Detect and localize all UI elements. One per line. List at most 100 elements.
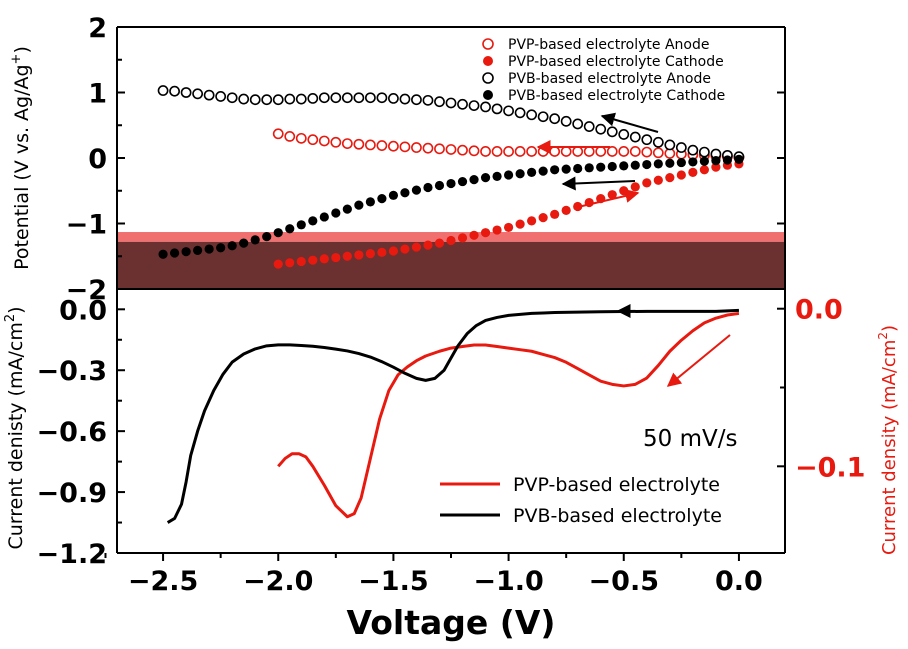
current-y-ticks: 0.0 −0.3 −0.6 −0.9 −1.2 (37, 295, 125, 570)
potential-point-s3-7 (239, 238, 249, 248)
x-tick-label-5: 0.0 (715, 566, 763, 597)
potential-point-s3-18 (365, 197, 375, 207)
potential-point-s0-26 (572, 146, 584, 157)
potential-panel: 2 1 0 −1 −2 PVP-based electrolyte Anode PVP-… (9, 13, 786, 306)
potential-y-tick-label-4: −2 (66, 275, 107, 306)
potential-point-s1-31 (630, 182, 640, 192)
potential-y-ticks: 2 1 0 −1 −2 (66, 13, 785, 306)
potential-point-s0-7 (353, 138, 365, 150)
potential-point-s2-3 (192, 88, 204, 100)
potential-point-s3-20 (388, 190, 399, 200)
potential-point-s3-6 (227, 241, 237, 251)
potential-point-s0-29 (606, 146, 618, 157)
potential-point-s2-40 (618, 129, 630, 140)
potential-point-s3-42 (642, 159, 652, 170)
potential-point-s1-6 (342, 251, 352, 261)
potential-point-s2-15 (330, 92, 342, 104)
potential-point-s2-10 (272, 94, 284, 106)
potential-point-s2-18 (364, 92, 376, 104)
potential-point-s0-22 (526, 146, 538, 157)
legend-label-pvb-cathode: PVB-based electrolyte Cathode (508, 88, 725, 104)
current-y-tick-label-1: −0.3 (37, 356, 107, 387)
potential-point-s1-20 (503, 222, 514, 233)
x-tick-label-3: −1.0 (473, 566, 543, 597)
potential-point-s1-23 (538, 213, 548, 223)
potential-point-s3-33 (538, 166, 548, 176)
potential-point-s1-5 (331, 252, 341, 263)
potential-point-s0-6 (341, 138, 353, 149)
potential-point-s2-36 (572, 118, 584, 130)
scan-rate-annotation: 50 mV/s (643, 426, 737, 452)
potential-point-s3-14 (319, 212, 329, 222)
potential-point-s1-35 (676, 170, 686, 180)
potential-point-s2-12 (295, 93, 307, 105)
potential-point-s0-13 (422, 142, 434, 154)
potential-point-s3-16 (342, 204, 352, 214)
current-y2-label-main: Current density (mA/cm (879, 340, 900, 555)
potential-point-s0-14 (434, 143, 445, 155)
potential-point-s1-2 (296, 256, 306, 267)
scan-arrow-red (666, 334, 731, 387)
current-y2-label: Current density (mA/cm2) (876, 325, 900, 555)
potential-point-s1-7 (354, 250, 364, 260)
current-y-tick-label-3: −0.9 (37, 478, 107, 509)
current-y2-label-sup: 2 (876, 332, 890, 340)
potential-point-s2-20 (388, 92, 399, 104)
potential-y-label: Potential (V vs. Ag/Ag+) (9, 46, 33, 270)
current-y-label: Current denisty (mA/cm2) (3, 306, 27, 549)
potential-point-s2-1 (169, 85, 180, 97)
potential-point-s2-31 (514, 107, 526, 119)
potential-point-s3-11 (285, 224, 295, 234)
potential-point-s3-31 (515, 169, 525, 179)
potential-point-s3-0 (158, 249, 168, 259)
potential-point-s3-23 (423, 182, 433, 193)
potential-point-s1-17 (469, 230, 479, 240)
current-y-label-close: ) (5, 306, 27, 313)
potential-point-s0-8 (364, 139, 376, 151)
sweep-arrow-pvb-cathode (561, 176, 636, 191)
current-y-label-main: Current denisty (mA/cm (5, 322, 27, 549)
legend-label-pvb: PVB-based electrolyte (513, 505, 722, 527)
potential-point-s0-4 (318, 135, 330, 147)
potential-point-s3-12 (296, 220, 306, 230)
potential-point-s0-9 (376, 140, 388, 151)
potential-point-s2-7 (238, 93, 250, 105)
potential-point-s3-21 (400, 188, 410, 198)
potential-point-s0-31 (629, 146, 641, 157)
potential-point-s3-10 (273, 228, 283, 238)
potential-point-s2-16 (341, 92, 353, 104)
x-axis-label: Voltage (V) (347, 603, 556, 642)
potential-point-s2-26 (457, 98, 468, 110)
current-series-line-0 (277, 311, 740, 519)
potential-point-s3-9 (262, 232, 272, 242)
potential-point-s2-39 (606, 126, 618, 138)
potential-point-s0-11 (399, 141, 411, 153)
legend-label-pvb-anode: PVB-based electrolyte Anode (508, 71, 711, 87)
potential-point-s0-28 (595, 146, 607, 157)
potential-point-s2-41 (629, 131, 641, 143)
potential-point-s0-30 (618, 146, 630, 157)
potential-point-s2-27 (468, 100, 480, 111)
potential-point-s0-1 (284, 130, 296, 142)
potential-point-s2-8 (249, 94, 261, 106)
potential-point-s1-38 (711, 162, 721, 172)
potential-point-s3-38 (596, 162, 606, 172)
legend-label-pvp-anode: PVP-based electrolyte Anode (508, 37, 709, 53)
potential-point-s3-35 (561, 164, 571, 174)
potential-point-s2-42 (641, 134, 653, 146)
potential-point-s2-24 (434, 96, 445, 108)
potential-point-s2-22 (411, 94, 422, 106)
potential-point-s3-44 (665, 158, 675, 168)
voltage-x-ticks: −2.5 −2.0 −1.5 −1.0 −0.5 0.0 (104, 553, 763, 597)
potential-point-s3-40 (619, 161, 629, 171)
potential-point-s3-4 (204, 244, 214, 254)
potential-point-s2-0 (157, 85, 169, 96)
potential-y-label-close: ) (11, 46, 33, 53)
potential-point-s3-48 (711, 156, 721, 166)
potential-point-s2-23 (422, 94, 434, 106)
current-y2-label-close: ) (879, 325, 900, 332)
potential-point-s2-44 (664, 139, 676, 151)
potential-point-s1-3 (308, 255, 318, 265)
potential-point-s3-34 (550, 165, 560, 175)
potential-point-s0-21 (514, 146, 526, 157)
